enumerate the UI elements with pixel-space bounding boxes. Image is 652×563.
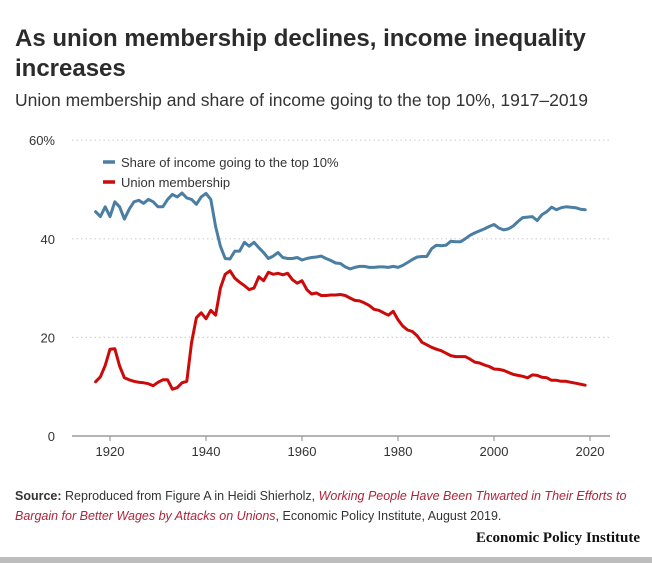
x-tick-label: 1940	[192, 444, 221, 459]
y-tick-label: 20	[41, 330, 55, 345]
brand-logo-text: Economic Policy Institute	[475, 530, 640, 546]
source-label: Source:	[15, 489, 62, 503]
x-axis-ticks: 1920 1940 1960 1980 2000 2020	[96, 436, 605, 459]
x-tick-label: 1920	[96, 444, 125, 459]
source-link[interactable]: Working People Have Been Thwarted in The…	[15, 489, 627, 523]
series-lines	[94, 191, 587, 391]
chart-title: As union membership declines, income ine…	[15, 25, 586, 82]
chart-subtitle: Union membership and share of income goi…	[15, 90, 589, 110]
x-tick-label: 1960	[288, 444, 317, 459]
series-line-union	[94, 269, 587, 391]
x-tick-label: 1980	[384, 444, 413, 459]
legend: Share of income going to the top 10% Unio…	[103, 155, 339, 190]
x-tick-label: 2020	[576, 444, 605, 459]
y-tick-label: 60%	[29, 133, 55, 148]
source-text-before: Reproduced from Figure A in Heidi Shierh…	[61, 489, 319, 503]
y-tick-label: 40	[41, 232, 55, 247]
source-text-after: , Economic Policy Institute, August 2019…	[275, 509, 502, 523]
series-line-top10	[94, 191, 587, 271]
source-note: Source: Reproduced from Figure A in Heid…	[15, 486, 640, 526]
y-axis-ticks: 0 20 40 60%	[29, 133, 55, 444]
line-chart: 0 20 40 60% 1920 1940 1960 1980 2000 2020 Share …	[29, 133, 610, 459]
bottom-bar	[0, 557, 652, 563]
x-tick-label: 2000	[480, 444, 509, 459]
y-tick-label: 0	[48, 429, 55, 444]
legend-label-top10: Share of income going to the top 10%	[121, 155, 339, 170]
legend-label-union: Union membership	[121, 175, 230, 190]
gridlines	[72, 139, 610, 437]
